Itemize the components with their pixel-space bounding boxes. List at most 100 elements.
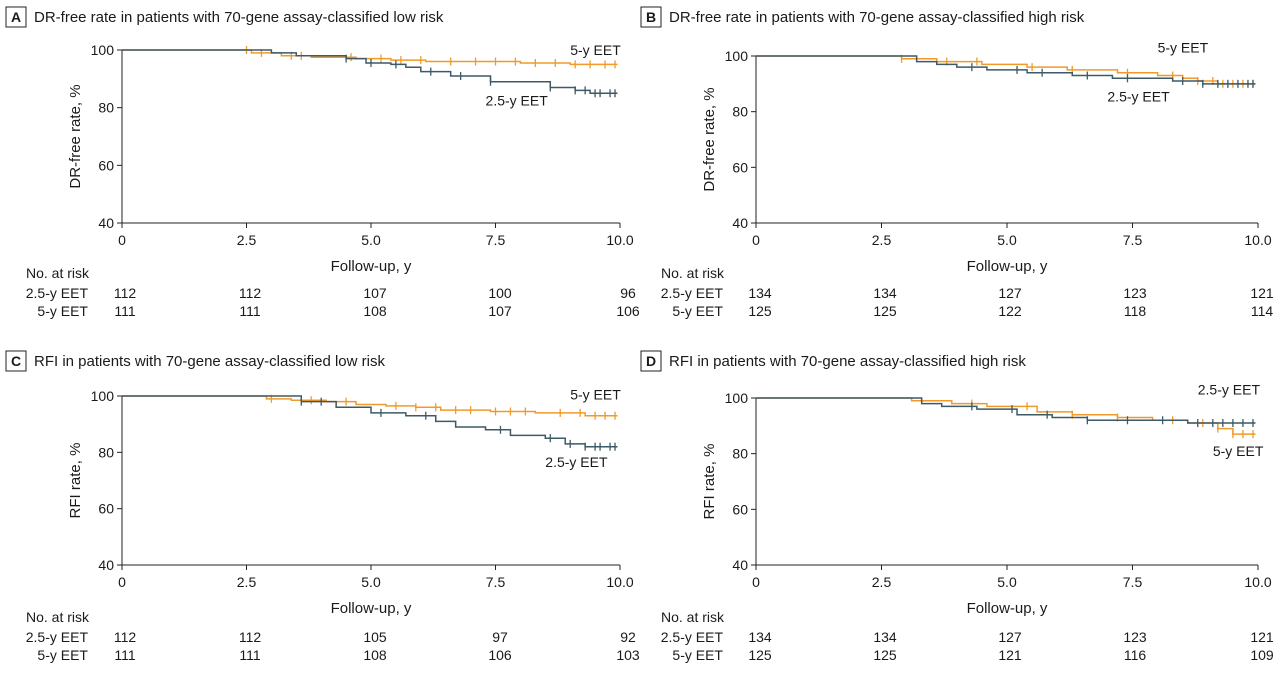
risk-table-value: 112 xyxy=(239,629,262,645)
risk-table-value: 97 xyxy=(492,629,508,645)
risk-table-value: 111 xyxy=(239,303,260,319)
risk-table-value: 123 xyxy=(1123,285,1147,301)
risk-table-value: 111 xyxy=(114,303,135,319)
risk-table-row-label: 5-y EET xyxy=(37,303,88,319)
series-annotation: 2.5-y EET xyxy=(1198,382,1261,398)
risk-table-value: 112 xyxy=(114,285,137,301)
x-tick-label: 5.0 xyxy=(997,232,1017,248)
risk-table-value: 111 xyxy=(114,647,135,663)
risk-table-row-label: 5-y EET xyxy=(672,647,723,663)
x-tick-label: 10.0 xyxy=(606,574,633,590)
risk-table-value: 125 xyxy=(873,303,897,319)
panel-title: DR-free rate in patients with 70-gene as… xyxy=(34,9,444,26)
risk-table-value: 123 xyxy=(1123,629,1147,645)
y-axis-label: RFI rate, % xyxy=(701,444,718,520)
risk-table-header: No. at risk xyxy=(26,609,90,625)
panel-letter-box xyxy=(5,6,27,28)
risk-table-value: 108 xyxy=(363,647,387,663)
panel-a: A DR-free rate in patients with 70-gene a… xyxy=(5,6,640,319)
series-annotation: 5-y EET xyxy=(570,42,621,58)
y-tick-label: 80 xyxy=(732,446,748,462)
x-tick-label: 7.5 xyxy=(1123,574,1143,590)
risk-table-value: 106 xyxy=(488,647,512,663)
panel-letter: C xyxy=(11,353,21,369)
risk-table-header: No. at risk xyxy=(661,265,725,281)
x-tick-label: 2.5 xyxy=(872,574,892,590)
y-tick-label: 80 xyxy=(98,100,114,116)
series-annotation: 5-y EET xyxy=(1213,443,1264,459)
risk-table-value: 125 xyxy=(873,647,897,663)
risk-table-value: 127 xyxy=(998,285,1022,301)
panel-letter-box xyxy=(5,350,27,372)
x-tick-label: 2.5 xyxy=(872,232,892,248)
risk-table-value: 109 xyxy=(1250,647,1274,663)
panel-letter-box xyxy=(640,350,662,372)
x-tick-label: 10.0 xyxy=(606,232,633,248)
x-axis-label: Follow-up, y xyxy=(331,258,412,275)
panel-title: DR-free rate in patients with 70-gene as… xyxy=(669,9,1085,26)
y-tick-label: 60 xyxy=(98,501,114,517)
y-tick-label: 40 xyxy=(732,557,748,573)
series-annotation: 5-y EET xyxy=(1158,40,1209,56)
series-line-eet-2-5y xyxy=(756,397,1256,424)
panel-d: D RFI in patients with 70-gene assay-clas… xyxy=(640,350,1274,663)
y-tick-label: 100 xyxy=(91,388,115,404)
risk-table-row-label: 2.5-y EET xyxy=(661,629,724,645)
risk-table-value: 125 xyxy=(748,303,772,319)
risk-table-row-label: 5-y EET xyxy=(37,647,88,663)
y-tick-label: 100 xyxy=(725,390,749,406)
panel-c: C RFI in patients with 70-gene assay-clas… xyxy=(5,350,640,663)
x-tick-label: 0 xyxy=(118,574,126,590)
series-annotation: 2.5-y EET xyxy=(545,454,608,470)
risk-table-header: No. at risk xyxy=(661,609,725,625)
y-tick-label: 60 xyxy=(98,157,114,173)
risk-table-value: 100 xyxy=(488,285,512,301)
panel-letter: A xyxy=(11,9,21,25)
x-axis-label: Follow-up, y xyxy=(967,600,1048,617)
y-tick-label: 80 xyxy=(732,104,748,120)
x-tick-label: 10.0 xyxy=(1244,232,1271,248)
x-tick-label: 7.5 xyxy=(1123,232,1143,248)
risk-table-value: 134 xyxy=(873,285,897,301)
x-tick-label: 0 xyxy=(752,574,760,590)
series-line-eet-5y xyxy=(122,49,618,66)
x-tick-label: 0 xyxy=(752,232,760,248)
risk-table-row-label: 5-y EET xyxy=(672,303,723,319)
risk-table-value: 116 xyxy=(1124,647,1147,663)
risk-table-value: 107 xyxy=(363,285,387,301)
x-tick-label: 7.5 xyxy=(486,232,506,248)
x-tick-label: 0 xyxy=(118,232,126,248)
series-line-eet-2-5y xyxy=(122,49,618,94)
x-axis-label: Follow-up, y xyxy=(967,258,1048,275)
x-tick-label: 5.0 xyxy=(361,232,381,248)
risk-table-value: 105 xyxy=(363,629,387,645)
risk-table-row-label: 2.5-y EET xyxy=(26,285,89,301)
series-annotation: 2.5-y EET xyxy=(486,92,549,108)
risk-table-value: 112 xyxy=(239,285,262,301)
y-axis-label: DR-free rate, % xyxy=(67,84,84,188)
series-line-eet-2-5y xyxy=(122,395,618,448)
risk-table-value: 121 xyxy=(1250,629,1274,645)
y-tick-label: 100 xyxy=(725,48,749,64)
y-tick-label: 40 xyxy=(98,215,114,231)
risk-table-value: 103 xyxy=(616,647,640,663)
risk-table-value: 125 xyxy=(748,647,772,663)
x-tick-label: 2.5 xyxy=(237,232,257,248)
risk-table-value: 112 xyxy=(114,629,137,645)
risk-table-value: 118 xyxy=(1124,303,1147,319)
risk-table-value: 108 xyxy=(363,303,387,319)
series-annotation: 5-y EET xyxy=(570,387,621,403)
panel-letter: D xyxy=(646,353,656,369)
risk-table-value: 134 xyxy=(748,285,772,301)
risk-table-row-label: 2.5-y EET xyxy=(661,285,724,301)
y-tick-label: 100 xyxy=(91,42,115,58)
y-tick-label: 40 xyxy=(98,557,114,573)
panel-title: RFI in patients with 70-gene assay-class… xyxy=(34,353,385,370)
series-line-eet-2-5y xyxy=(756,55,1256,85)
risk-table-value: 92 xyxy=(620,629,636,645)
risk-table-row-label: 2.5-y EET xyxy=(26,629,89,645)
risk-table-value: 134 xyxy=(873,629,897,645)
x-tick-label: 7.5 xyxy=(486,574,506,590)
